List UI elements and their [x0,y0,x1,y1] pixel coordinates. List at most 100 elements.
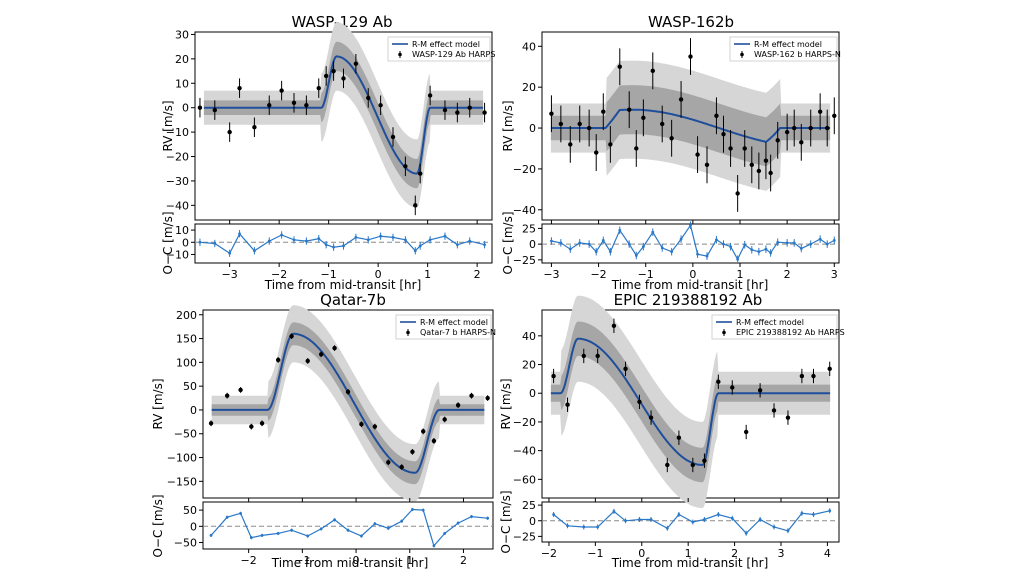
residual-point [550,239,553,243]
rv-data-point [332,345,337,351]
legend-data-label: WASP-129 Ab HARPS [412,50,495,59]
legend-model-label: R-M effect model [736,318,804,327]
rv-data-point [757,388,763,393]
rv-data-point [304,103,309,108]
rv-data-point [568,142,573,147]
rv-data-point [617,64,622,69]
main-plot-layer [208,305,490,502]
y-axis-label: RV [m/s] [501,100,515,151]
y-tick-label: 40 [522,40,536,53]
residual-point [670,250,674,254]
rv-data-point [469,393,474,398]
residual-point [608,250,612,254]
rv-data-point [775,138,780,143]
legend-point-icon [406,330,410,335]
legend: R-M effect model Qatar-7 b HARPS-N [395,314,496,340]
rv-data-point [410,449,415,455]
residual-point [483,243,486,247]
x-tick-label: 1 [406,554,413,567]
y-tick-layer: 200 150 100 50 0 −50 −100 −150 50 0 −50 [167,309,203,550]
residual-point [758,518,762,521]
residual-point [800,511,804,515]
residual-point [373,522,377,526]
x-tick-label: 3 [831,268,838,281]
y-tick-label: −40 [513,204,536,217]
residual-point [792,241,796,245]
rv-data-point [249,424,254,429]
x-tick-label: −2 [241,554,257,567]
residual-plot-layer [203,507,493,548]
residual-point [772,525,776,529]
residual-point [456,521,460,525]
rv-data-point [728,146,733,151]
rv-data-point [799,373,805,379]
panel-title: WASP-162b [648,13,734,31]
main-plot-layer [550,295,832,508]
y-tick-label: 100 [176,356,197,369]
residual-point [812,513,815,516]
rv-data-point [237,85,242,91]
residual-plot-layer [542,508,839,536]
rv-data-point [378,103,383,108]
residual-point [413,249,417,253]
rv-data-point [238,387,243,393]
residual-point [705,254,709,258]
rv-data-point [353,61,359,66]
rv-data-point [366,95,371,101]
residual-point [418,244,422,248]
x-tick-layer: −3 −2 −1 0 1 2 [222,220,481,281]
rv-data-point [784,129,790,135]
residual-y-tick-label: −25 [513,254,536,267]
x-tick-label: −1 [321,268,337,281]
rv-data-point [704,162,710,168]
confidence-band-inner [550,321,831,483]
rv-data-point [551,373,556,379]
rv-data-point [341,76,346,81]
residual-point [715,238,718,242]
residual-point [596,525,600,529]
residual-point [253,249,256,253]
rv-data-point [678,97,684,102]
rv-data-point [669,136,674,141]
rv-data-point [420,429,426,434]
rv-data-point [289,333,294,339]
residual-point [238,232,241,236]
rv-data-point [688,54,693,59]
residual-point [443,532,447,535]
rv-data-point [650,68,655,74]
residual-point [421,508,425,512]
rv-data-point [442,417,447,422]
residual-point [566,524,569,528]
residual-point [239,511,242,515]
rv-data-point [386,460,391,465]
residual-point [386,526,390,530]
rv-data-point [305,358,310,364]
y-tick-label: −60 [513,473,536,486]
residual-point [568,247,572,251]
legend-point-icon [398,52,402,57]
rv-data-point [827,366,832,372]
rv-data-point [318,352,324,357]
residual-point [486,516,490,520]
residual-point [825,242,829,246]
x-axis-label: Time from mid-transit [hr] [264,278,422,292]
x-tick-label: 2 [474,268,481,281]
rv-data-point [817,109,823,114]
residual-point [612,509,616,513]
rv-data-point [345,389,351,395]
residual-plot-layer [195,230,492,257]
residual-point [776,240,780,244]
rv-data-point [359,422,364,427]
rv-data-point [291,100,297,106]
rv-data-point [792,125,797,131]
rv-data-point [735,191,740,196]
residual-point [228,251,232,255]
residual-point [677,513,681,516]
x-tick-label: −1 [638,268,654,281]
residual-point [601,238,605,242]
residual-point [559,241,563,245]
legend-model-label: R-M effect model [754,40,822,49]
